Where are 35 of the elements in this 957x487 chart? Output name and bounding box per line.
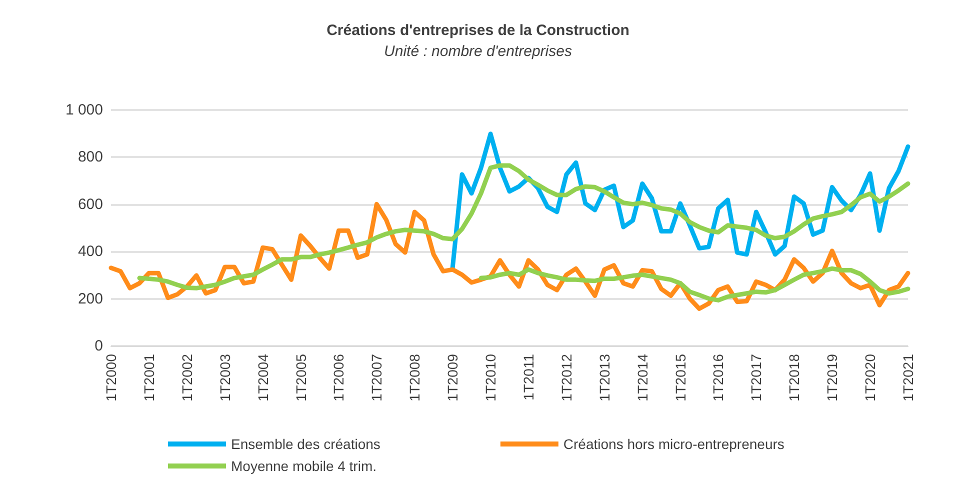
line-series (478, 266, 910, 302)
y-tick-label: 400 (78, 243, 103, 260)
chart-subtitle: Unité : nombre d'entreprises (384, 43, 572, 60)
x-tick-label: 1T2006 (330, 354, 347, 402)
x-tick-label: 1T2020 (862, 354, 878, 402)
x-tick-label: 1T2012 (558, 354, 574, 402)
x-tick-label: 1T2002 (178, 354, 195, 402)
line-series (137, 163, 910, 290)
x-tick-label: 1T2021 (900, 354, 916, 402)
x-tick-label: 1T2009 (444, 354, 461, 402)
chart-title: Créations d'entreprises de la Construction (326, 22, 630, 39)
y-tick-label: 200 (78, 290, 103, 308)
x-tick-label: 1T2013 (596, 354, 612, 402)
x-tick-label: 1T2011 (520, 354, 536, 400)
x-tick-label: 1T2019 (824, 354, 840, 402)
y-tick-label: 800 (78, 148, 103, 166)
x-tick-label: 1T2008 (406, 354, 423, 402)
legend-label: Moyenne mobile 4 trim. (231, 458, 377, 474)
legend-label: Ensemble des créations (231, 436, 380, 452)
x-tick-label: 1T2005 (292, 354, 309, 402)
x-tick-label: 1T2004 (254, 354, 271, 402)
x-tick-label: 1T2007 (368, 354, 385, 402)
y-tick-label: 0 (94, 338, 103, 354)
x-tick-label: 1T2003 (216, 354, 233, 402)
legend-label: Créations hors micro-entrepreneurs (563, 436, 784, 452)
x-tick-label: 1T2018 (786, 354, 802, 402)
x-tick-label: 1T2010 (482, 354, 499, 402)
x-tick-label: 1T2016 (710, 354, 726, 402)
y-tick-label: 1 000 (65, 102, 103, 118)
x-tick-label: 1T2014 (634, 354, 650, 402)
x-tick-label: 1T2015 (672, 354, 688, 402)
x-tick-label: 1T2017 (748, 354, 764, 402)
y-tick-label: 600 (78, 196, 103, 213)
x-tick-label: 1T2001 (140, 354, 157, 402)
x-tick-label: 1T2000 (103, 354, 119, 402)
